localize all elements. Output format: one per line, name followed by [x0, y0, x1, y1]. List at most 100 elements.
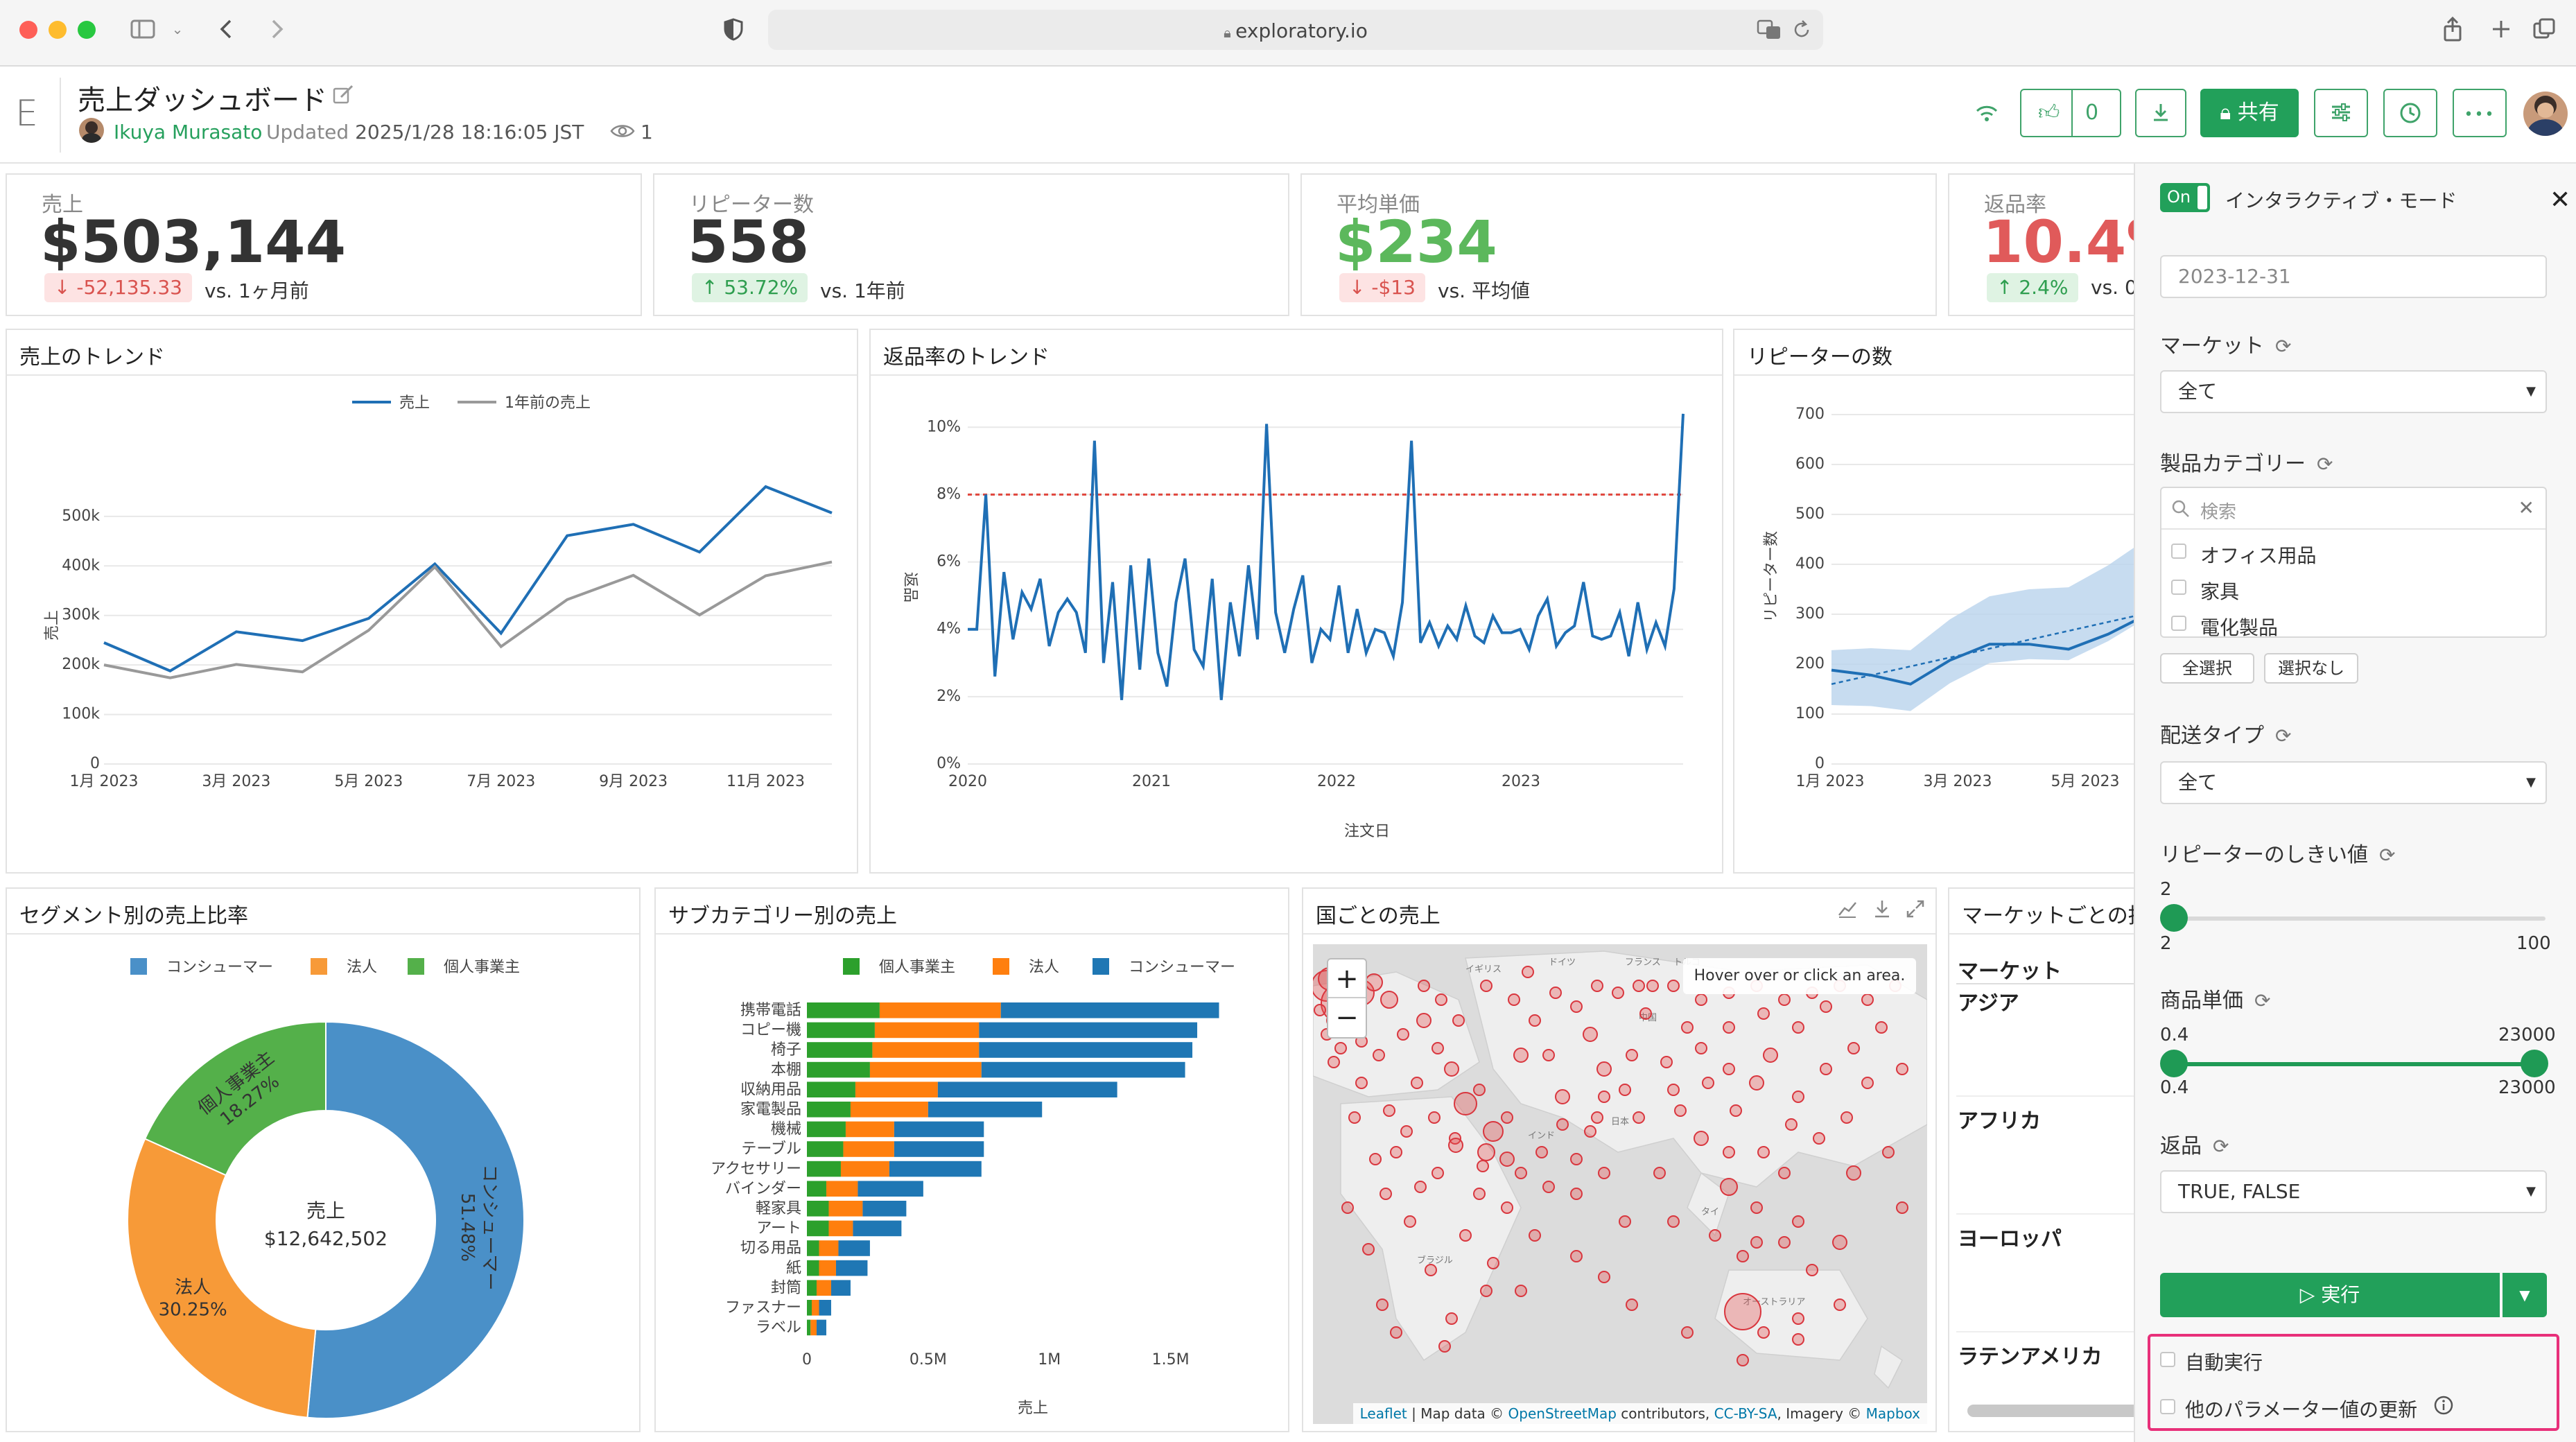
translate-icon[interactable] [1757, 18, 1782, 42]
share-icon[interactable] [2440, 15, 2465, 43]
minimize-window-button[interactable] [49, 21, 67, 39]
osm-link[interactable]: OpenStreetMap [1508, 1405, 1617, 1422]
threshold-slider-track[interactable] [2174, 917, 2545, 921]
x-tick-label: 0.5M [910, 1351, 947, 1369]
close-window-button[interactable] [19, 21, 37, 39]
segment-share-chart[interactable]: コンシューマー 法人 個人事業主コンシューマー51.48%法人30.25%個人事業主… [7, 935, 639, 1431]
sidebar-toggle-icon[interactable] [129, 15, 157, 43]
threshold-slider-handle[interactable] [2160, 904, 2188, 932]
refresh-icon[interactable]: ⟳ [2275, 335, 2292, 358]
author-link[interactable]: Ikuya Murasato [114, 121, 263, 144]
country-bubble [1380, 1188, 1392, 1200]
zoom-out-button[interactable]: − [1335, 1002, 1359, 1034]
kpi-card: リピーター数 558 ↑ 53.72% vs. 1年前 [653, 173, 1289, 316]
edit-icon[interactable] [331, 83, 355, 107]
refresh-icon[interactable]: ⟳ [2317, 453, 2333, 476]
maximize-window-button[interactable] [78, 21, 96, 39]
close-icon[interactable]: ✕ [2550, 186, 2571, 214]
back-icon[interactable] [216, 15, 237, 43]
forward-icon[interactable] [266, 15, 287, 43]
category-search[interactable]: 検索 ✕ [2161, 488, 2545, 530]
repeater-count-chart[interactable]: 0 100 200 300 400 500 600 700 1月 2023 3月 2023 5月 2… [1734, 376, 2142, 872]
category-option[interactable]: 電化製品 [2161, 609, 2545, 642]
category-label: アクセサリー [711, 1161, 801, 1178]
card-title: リピーターの数 [1747, 345, 1892, 370]
more-button[interactable]: ••• [2453, 89, 2507, 137]
line-chart-icon[interactable] [1837, 898, 1858, 924]
slice-name: 法人 [175, 1278, 211, 1298]
returns-select[interactable]: TRUE, FALSE ▼ [2160, 1170, 2547, 1213]
auto-run-checkbox[interactable] [2160, 1352, 2175, 1367]
shipping-select[interactable]: 全て ▼ [2160, 761, 2547, 804]
parameters-button[interactable] [2314, 89, 2368, 137]
category-option[interactable]: オフィス用品 [2161, 537, 2545, 570]
return-trend-chart[interactable]: 0% 2% 4% 6% 8% 10% 2020 2021 2022 2023 注文日 返品 [871, 376, 1722, 872]
tabs-overview-icon[interactable] [2532, 15, 2557, 43]
price-slider-low-handle[interactable] [2160, 1050, 2188, 1077]
download-button[interactable] [2135, 89, 2186, 137]
download-icon[interactable] [1872, 898, 1892, 922]
refresh-icon[interactable]: ⟳ [2213, 1135, 2229, 1158]
bar-segment [807, 1061, 870, 1078]
run-button[interactable]: ▷ 実行 [2160, 1273, 2500, 1317]
y-tick-label: 8% [937, 485, 961, 503]
refresh-icon[interactable]: ⟳ [2275, 724, 2292, 747]
bar-segment [807, 1141, 844, 1157]
updated-time: 2025/1/28 18:16:05 JST [355, 121, 584, 144]
kpi-label: 平均単価 [1337, 193, 1420, 217]
user-avatar[interactable] [2523, 92, 2568, 136]
like-button[interactable]: 👍︎ 0 [2020, 89, 2121, 137]
bar-segment [807, 1181, 826, 1197]
x-tick-label: 2021 [1132, 773, 1171, 790]
sales-trend-chart[interactable]: 0 100k 200k 300k 400k 500k 1月 2023 3月 2023 5月 20… [7, 376, 857, 872]
play-icon: ▷ [2299, 1283, 2315, 1306]
mapbox-link[interactable]: Mapbox [1865, 1405, 1920, 1422]
run-options-dropdown[interactable]: ▼ [2503, 1273, 2547, 1317]
category-checkbox[interactable] [2171, 544, 2186, 559]
zoom-in-button[interactable]: + [1328, 959, 1366, 998]
legend-label: コンシューマー [166, 959, 273, 976]
share-label: 共有 [2237, 101, 2279, 125]
market-select[interactable]: 全て ▼ [2160, 370, 2547, 413]
parameter-panel: On インタラクティブ・モード ✕ 2023-12-31 マーケット ⟳ 全て ▼ … [2134, 164, 2576, 1442]
update-params-checkbox[interactable] [2160, 1399, 2175, 1414]
card-title: 国ごとの売上 [1316, 904, 1441, 928]
x-tick-label: 5月 2023 [334, 773, 403, 790]
refresh-icon[interactable]: ⟳ [2254, 989, 2271, 1012]
horizontal-scrollbar[interactable] [1967, 1405, 2148, 1417]
info-icon[interactable] [2433, 1395, 2454, 1416]
cc-link[interactable]: CC-BY-SA [1714, 1405, 1777, 1422]
category-checkbox[interactable] [2171, 580, 2186, 595]
country-bubble [1483, 1121, 1504, 1142]
chevron-down-icon[interactable]: ⌄ [171, 21, 184, 37]
country-bubble [1757, 1007, 1770, 1020]
schedule-button[interactable] [2383, 89, 2437, 137]
refresh-icon[interactable]: ⟳ [2379, 844, 2396, 867]
country-bubble [1411, 1077, 1423, 1089]
bar-segment [807, 1042, 873, 1058]
subcategory-sales-chart[interactable]: 個人事業主 法人 コンシューマー携帯電話コピー機椅子本棚収納用品家電製品機械テーブル… [656, 935, 1288, 1431]
share-button[interactable]: 🔒︎ 共有 [2200, 89, 2299, 137]
return-trend-card: 返品率のトレンド 0% 2% 4% 6% 8% 10% 2020 2021 2022 2023 注文… [869, 329, 1723, 874]
world-map[interactable]: イギリスドイツフランストルコ中国日本インドタイオーストラリアブラジル + − H… [1313, 944, 1927, 1424]
category-option[interactable]: 家具 [2161, 573, 2545, 606]
bar-segment [819, 1300, 831, 1316]
new-tab-icon[interactable] [2489, 15, 2514, 43]
select-all-button[interactable]: 全選択 [2160, 653, 2254, 684]
date-field[interactable]: 2023-12-31 [2160, 255, 2547, 298]
price-slider-track[interactable] [2174, 1062, 2534, 1066]
reload-icon[interactable] [1791, 18, 1812, 42]
wifi-icon [1973, 100, 2001, 125]
clear-icon[interactable]: ✕ [2518, 496, 2534, 519]
attribution-text: , Imagery © [1777, 1405, 1866, 1422]
kpi-value: 558 [688, 208, 810, 276]
address-bar[interactable]: 🔒︎ exploratory.io [768, 10, 1823, 50]
expand-icon[interactable] [1905, 898, 1926, 922]
price-slider-high-handle[interactable] [2521, 1050, 2548, 1077]
category-checkbox[interactable] [2171, 616, 2186, 631]
select-none-button[interactable]: 選択なし [2264, 653, 2358, 684]
interactive-mode-toggle[interactable]: On [2160, 183, 2210, 212]
country-bubble [1861, 1077, 1874, 1089]
leaflet-link[interactable]: Leaflet [1359, 1405, 1407, 1422]
app-logo[interactable]: E [15, 93, 38, 134]
